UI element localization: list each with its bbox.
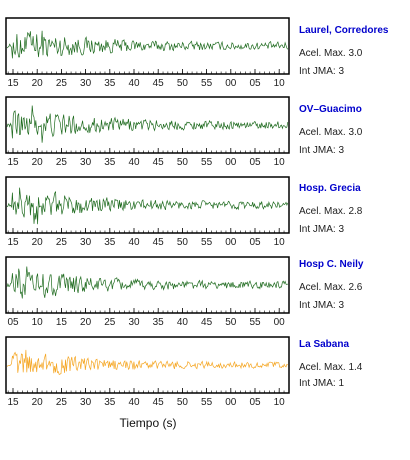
tick-label: 05 [7,317,19,328]
tick-label: 10 [274,397,286,408]
tick-label: 10 [32,317,44,328]
tick-label: 40 [177,317,189,328]
waveform-trace [6,105,289,143]
tick-label: 20 [32,397,44,408]
panel-la-sabana: 15 20 25 30 35 40 45 50 55 00 05 10 La Sabana Acel.… [5,336,363,408]
tick-label: 50 [225,317,237,328]
tick-label: 15 [7,157,19,168]
tick-label: 55 [201,397,213,408]
int-jma-label: Int JMA: 3 [299,224,344,235]
tick-label: 15 [56,317,68,328]
tick-label: 20 [32,157,44,168]
tick-label: 35 [153,317,165,328]
tick-label: 05 [249,78,261,89]
panel-ticks: 15 20 25 30 35 40 45 50 55 00 05 10 [7,388,290,408]
tick-label: 30 [80,397,92,408]
tick-label: 15 [7,237,19,248]
tick-label: 25 [56,78,68,89]
tick-label: 25 [56,157,68,168]
tick-label: 50 [177,237,189,248]
station-name: OV–Guacimo [299,104,362,115]
tick-label: 35 [104,237,116,248]
tick-label: 55 [201,157,213,168]
tick-label: 45 [153,157,165,168]
waveform-trace [6,187,289,225]
panel-frame [5,176,290,234]
tick-label: 40 [128,157,140,168]
tick-label: 20 [32,78,44,89]
station-name: Laurel, Corredores [299,25,389,36]
acel-max-label: Acel. Max. 1.4 [299,362,363,373]
panel-ticks: 05 10 15 20 25 30 35 40 45 50 55 00 [7,308,290,328]
tick-label: 45 [153,78,165,89]
tick-label: 55 [201,237,213,248]
tick-label: 05 [249,237,261,248]
waveform-trace [6,349,288,375]
tick-label: 45 [201,317,213,328]
panel-ticks: 15 20 25 30 35 40 45 50 55 00 05 10 [7,69,290,89]
int-jma-label: Int JMA: 3 [299,66,344,77]
tick-label: 20 [32,237,44,248]
tick-label: 35 [104,78,116,89]
acel-max-label: Acel. Max. 3.0 [299,48,363,59]
acel-max-label: Acel. Max. 3.0 [299,127,363,138]
panel-ov-guacimo: 15 20 25 30 35 40 45 50 55 00 05 10 OV–Guacimo Acel… [5,96,363,168]
panel-ticks: 15 20 25 30 35 40 45 50 55 00 05 10 [7,228,290,248]
int-jma-label: Int JMA: 3 [299,300,344,311]
station-name: Hosp C. Neily [299,259,364,270]
tick-label: 00 [225,157,237,168]
tick-label: 00 [225,78,237,89]
tick-label: 00 [225,397,237,408]
waveform-trace [6,266,288,299]
panel-ticks: 15 20 25 30 35 40 45 50 55 00 05 10 [7,148,290,168]
tick-label: 10 [274,78,286,89]
tick-label: 00 [225,237,237,248]
tick-label: 30 [80,237,92,248]
panel-laurel-corredores: 15 20 25 30 35 40 45 50 55 00 05 10 Laurel, Corredo… [5,17,389,89]
tick-label: 45 [153,397,165,408]
tick-label: 25 [56,237,68,248]
tick-label: 25 [104,317,116,328]
x-axis-title: Tiempo (s) [120,416,177,430]
acel-max-label: Acel. Max. 2.6 [299,282,363,293]
panel-hosp-c-neily: 05 10 15 20 25 30 35 40 45 50 55 00 Hosp C. Neily A… [5,256,364,328]
tick-label: 45 [153,237,165,248]
tick-label: 00 [274,317,286,328]
tick-label: 40 [128,237,140,248]
tick-label: 10 [274,237,286,248]
tick-label: 35 [104,397,116,408]
tick-label: 15 [7,78,19,89]
tick-label: 05 [249,157,261,168]
tick-label: 10 [274,157,286,168]
panel-hosp-grecia: 15 20 25 30 35 40 45 50 55 00 05 10 Hosp. Grecia Ac… [5,176,363,248]
tick-label: 30 [80,78,92,89]
panel-frame [5,256,290,314]
panel-frame [5,17,290,75]
tick-label: 30 [80,157,92,168]
tick-label: 40 [128,397,140,408]
int-jma-label: Int JMA: 1 [299,378,344,389]
acel-max-label: Acel. Max. 2.8 [299,206,363,217]
tick-label: 05 [249,397,261,408]
station-name: Hosp. Grecia [299,183,361,194]
tick-label: 30 [128,317,140,328]
tick-label: 20 [80,317,92,328]
int-jma-label: Int JMA: 3 [299,145,344,156]
tick-label: 35 [104,157,116,168]
tick-label: 15 [7,397,19,408]
tick-label: 50 [177,397,189,408]
tick-label: 50 [177,78,189,89]
waveform-trace [6,30,289,59]
station-name: La Sabana [299,339,349,350]
tick-label: 40 [128,78,140,89]
tick-label: 55 [249,317,261,328]
tick-label: 55 [201,78,213,89]
tick-label: 50 [177,157,189,168]
tick-label: 25 [56,397,68,408]
